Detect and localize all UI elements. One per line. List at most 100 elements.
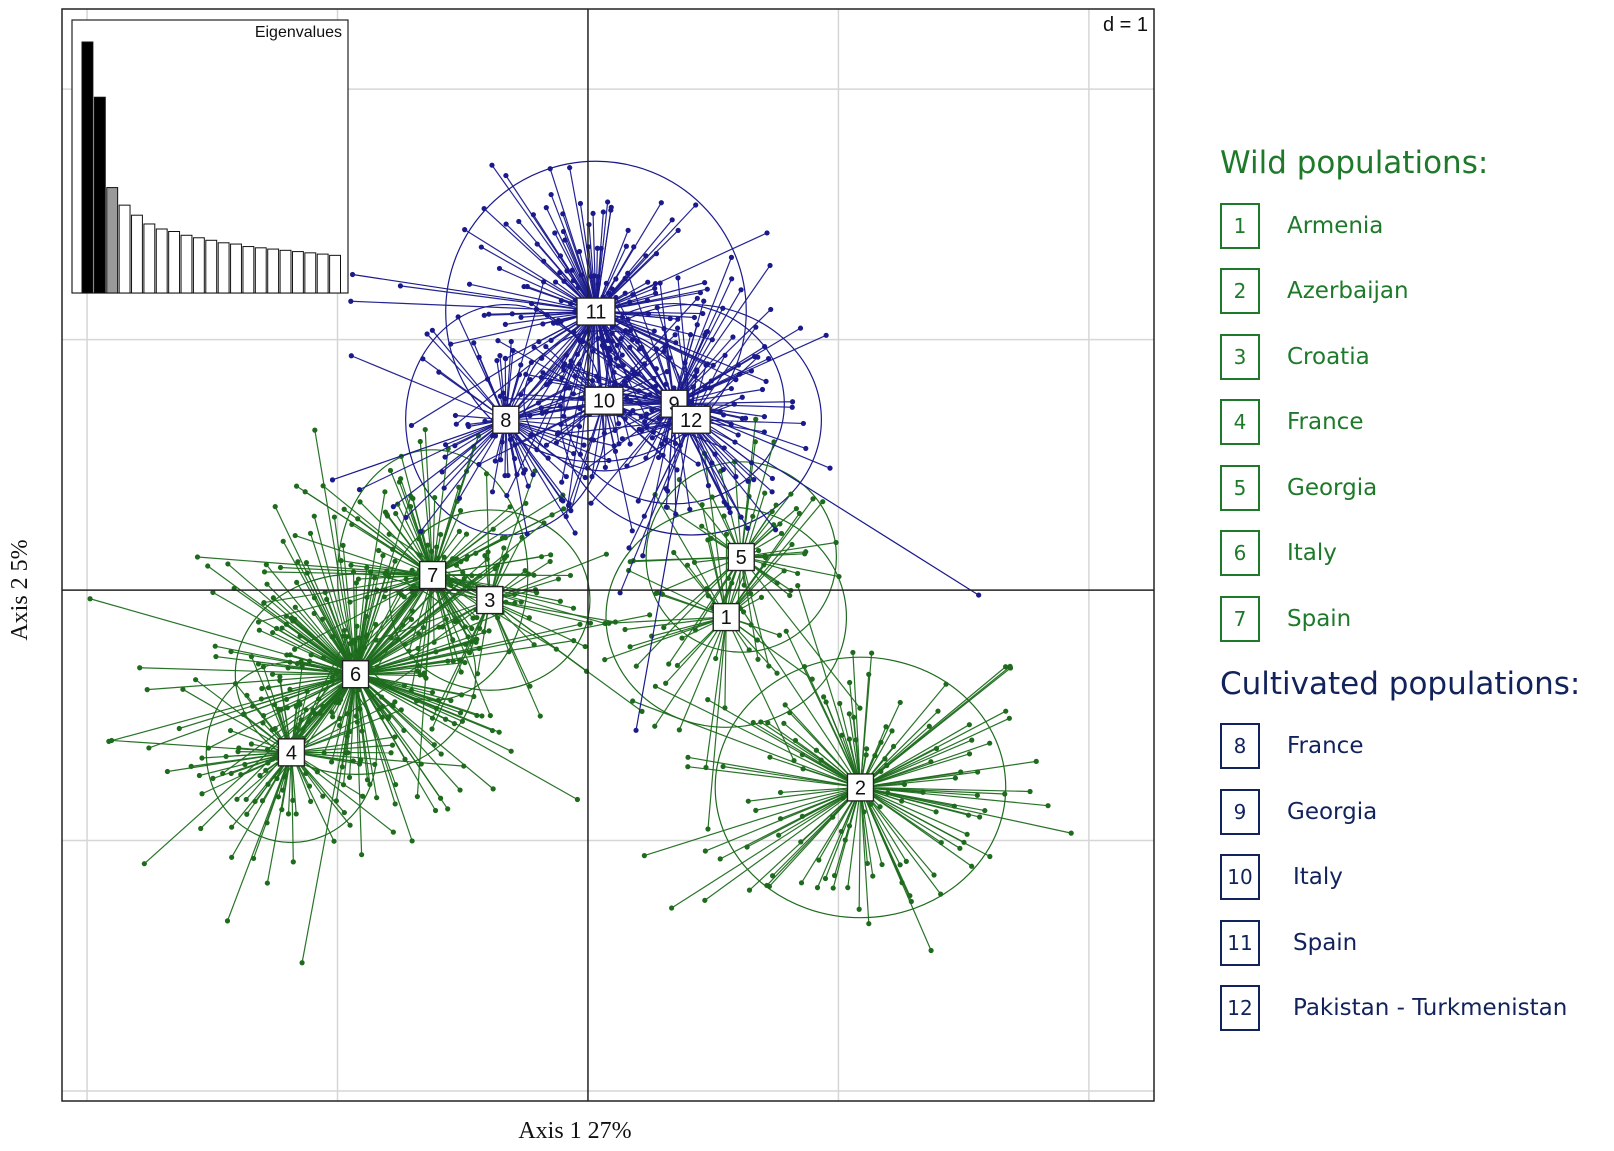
legend-number-box: 6: [1220, 530, 1260, 577]
eigenvalue-bar-15: [254, 247, 267, 294]
wild-item: 1 Armenia: [1220, 193, 1610, 259]
svg-text:4: 4: [286, 742, 297, 764]
eigenvalue-bar-14: [242, 246, 255, 294]
spokes-group-2: [630, 583, 1074, 954]
legend-population-name: Spain: [1293, 929, 1358, 956]
ellipse-group-3: [388, 509, 591, 691]
wild-item: 2 Azerbaijan: [1220, 259, 1610, 325]
eigenvalues-inset: Eigenvalues: [71, 19, 349, 294]
svg-text:5: 5: [736, 547, 747, 569]
wild-item: 7 Spain: [1220, 586, 1610, 652]
y-axis-label: Axis 2 5%: [7, 539, 33, 640]
origin-axes: [62, 9, 1154, 1101]
legend-number-box: 3: [1220, 333, 1260, 380]
eigenvalue-bar-6: [143, 223, 156, 294]
eigenvalue-bar-10: [192, 237, 205, 294]
legend-population-name: Armenia: [1287, 212, 1384, 239]
eigenvalue-bar-9: [180, 234, 193, 294]
legend-cultivated-list: 8 France 9 Georgia 10 Italy 11 Spain 12 Pakistan …: [1220, 714, 1610, 1042]
legend-number-box: 9: [1220, 788, 1260, 835]
svg-text:2: 2: [855, 777, 866, 799]
legend-population-name: Italy: [1287, 540, 1337, 567]
eigenvalue-bar-12: [217, 242, 230, 294]
ellipse-group-2: [714, 656, 1007, 919]
group-label-1: 1: [712, 602, 740, 632]
legend-cultivated-title: Cultivated populations:: [1220, 665, 1581, 702]
legend-population-name: Croatia: [1287, 343, 1370, 370]
eigenvalue-bar-4: [118, 204, 131, 294]
legend-number-box: 11: [1220, 919, 1260, 966]
eigenvalue-bar-5: [131, 214, 143, 294]
eigenvalue-bar-13: [230, 243, 242, 294]
legend-population-name: France: [1287, 733, 1364, 760]
ellipse-group-5: [645, 461, 838, 653]
legend-number-box: 8: [1220, 723, 1260, 770]
legend-number-box: 10: [1220, 854, 1260, 901]
ellipse-group-9: [563, 302, 785, 505]
eigenvalue-bar-3: [106, 187, 119, 294]
cultivated-item: 8 France: [1220, 714, 1610, 780]
legend-number-box: 4: [1220, 399, 1260, 446]
legend-population-name: Georgia: [1287, 798, 1378, 825]
svg-text:12: 12: [680, 410, 702, 432]
cultivated-item: 9 Georgia: [1220, 779, 1610, 845]
legend-wild-list: 1 Armenia 2 Azerbaijan 3 Croatia 4 France 5 Georg…: [1220, 193, 1610, 652]
eigenvalue-bar-11: [205, 239, 218, 294]
eigenvalue-bar-2: [93, 96, 106, 294]
svg-text:9: 9: [669, 394, 680, 416]
group-label-8: 8: [492, 405, 520, 434]
legend-population-name: Azerbaijan: [1287, 278, 1409, 305]
legend-wild-title: Wild populations:: [1220, 145, 1489, 181]
ellipse-group-8: [405, 303, 607, 536]
group-label-7: 7: [418, 560, 447, 590]
svg-text:8: 8: [500, 410, 511, 432]
scale-label: d = 1: [1103, 14, 1148, 36]
group-label-10: 10: [584, 386, 624, 415]
svg-text:11: 11: [586, 302, 607, 324]
legend-number-box: 2: [1220, 268, 1260, 315]
x-axis-label: Axis 1 27%: [518, 1118, 631, 1144]
legend-population-name: France: [1287, 409, 1364, 436]
svg-text:7: 7: [427, 565, 438, 587]
svg-text:1: 1: [721, 607, 732, 629]
group-label-12: 12: [671, 405, 711, 434]
cultivated-item: 12 Pakistan - Turkmenistan: [1220, 976, 1610, 1042]
plot-frame: [61, 8, 1155, 1102]
eigenvalue-bar-20: [316, 253, 329, 294]
group-label-6: 6: [341, 660, 370, 689]
svg-text:6: 6: [350, 664, 361, 686]
group-label-11: 11: [576, 297, 616, 326]
legend-population-name: Pakistan - Turkmenistan: [1293, 995, 1568, 1022]
wild-item: 3 Croatia: [1220, 324, 1610, 390]
legend-population-name: Italy: [1293, 864, 1343, 891]
legend-number-box: 12: [1220, 985, 1260, 1032]
wild-item: 5 Georgia: [1220, 455, 1610, 521]
spokes-group-4: [109, 634, 467, 924]
legend-number-box: 7: [1220, 595, 1260, 642]
eigenvalue-bar-8: [168, 231, 181, 294]
wild-item: 4 France: [1220, 390, 1610, 456]
group-label-2: 2: [846, 773, 875, 802]
group-label-4: 4: [277, 738, 306, 767]
legend-number-box: 1: [1220, 202, 1260, 249]
cultivated-item: 11 Spain: [1220, 910, 1610, 976]
eigenvalue-bar-7: [155, 228, 168, 294]
group-label-3: 3: [476, 585, 504, 615]
eigenvalue-bar-19: [304, 252, 317, 294]
wild-item: 6 Italy: [1220, 521, 1610, 587]
cultivated-item: 10 Italy: [1220, 845, 1610, 911]
legend-population-name: Georgia: [1287, 474, 1378, 501]
svg-text:3: 3: [484, 590, 495, 612]
eigenvalue-bar-1: [81, 41, 94, 294]
eigenvalue-bar-16: [267, 248, 280, 294]
group-label-5: 5: [727, 542, 755, 572]
eigenvalue-bar-17: [279, 249, 292, 294]
legend-population-name: Spain: [1287, 605, 1352, 632]
legend-number-box: 5: [1220, 464, 1260, 511]
eigenvalues-title: Eigenvalues: [255, 24, 342, 41]
svg-text:10: 10: [593, 391, 615, 413]
legend: Wild populations: 1 Armenia 2 Azerbaijan 3 Cr…: [1220, 145, 1610, 1041]
eigenvalue-bar-18: [291, 251, 304, 294]
